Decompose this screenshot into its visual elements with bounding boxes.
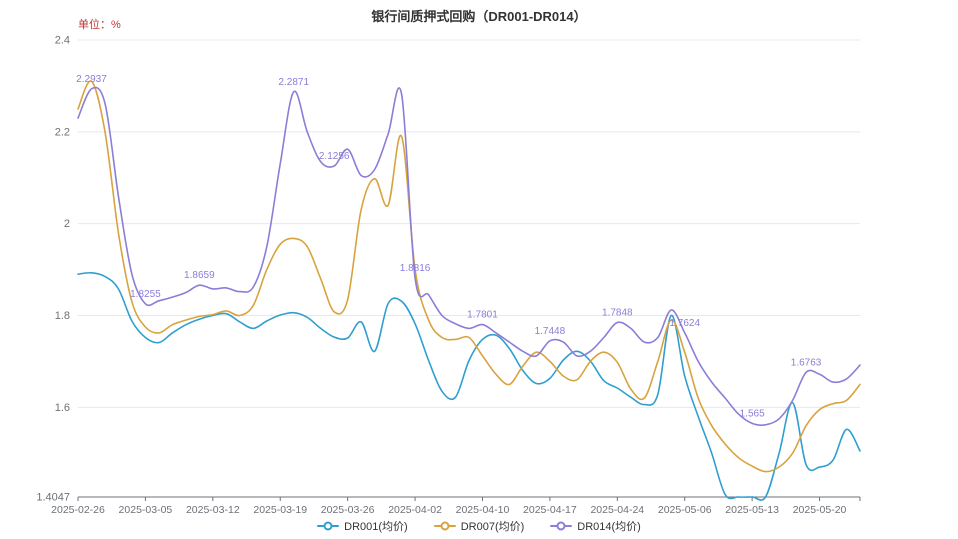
legend-item-dr001[interactable]: DR001(均价) (317, 518, 408, 534)
x-axis-tick-label: 2025-05-13 (725, 504, 779, 516)
legend-item-dr014[interactable]: DR014(均价) (550, 518, 641, 534)
point-value-label: 1.8816 (400, 263, 431, 274)
point-value-label: 1.565 (740, 408, 765, 419)
point-value-label: 1.7848 (602, 307, 633, 318)
point-value-label: 1.8255 (130, 289, 161, 300)
x-axis-tick-label: 2025-02-26 (51, 504, 105, 516)
series-line-dr001 (77, 271, 861, 501)
point-value-label: 1.8659 (184, 270, 215, 281)
y-axis-tick-label: 2 (64, 218, 70, 230)
line-series-icon (550, 521, 573, 531)
point-value-label: 1.7801 (467, 310, 498, 321)
line-series-icon (433, 521, 456, 531)
chart-title: 银行间质押式回购（DR001-DR014） (371, 9, 587, 24)
point-value-label: 2.2937 (76, 74, 107, 85)
unit-label: 单位：% (78, 19, 121, 31)
x-axis-tick-label: 2025-05-20 (793, 504, 847, 516)
y-axis-tick-label: 1.8 (55, 310, 70, 322)
y-axis-tick-label: 1.6 (55, 402, 70, 414)
y-axis-tick-label: 2.4 (55, 35, 70, 47)
line-series-icon (317, 521, 340, 531)
y-axis-tick-label: 2.2 (55, 126, 70, 138)
y-axis-tick-label: 1.4047 (36, 492, 70, 504)
series-line-dr014 (77, 86, 861, 426)
legend-label: DR014(均价) (577, 521, 641, 533)
legend-label: DR007(均价) (460, 521, 525, 533)
x-axis-tick-label: 2025-03-05 (119, 504, 173, 516)
x-axis-tick-label: 2025-03-26 (321, 504, 375, 516)
point-value-label: 2.1256 (319, 151, 350, 162)
x-axis-tick-label: 2025-05-06 (658, 504, 712, 516)
x-axis-tick-label: 2025-04-24 (590, 504, 644, 516)
legend-item-dr007[interactable]: DR007(均价) (433, 518, 525, 534)
point-value-label: 1.7624 (669, 318, 700, 329)
point-value-label: 1.6763 (791, 357, 822, 368)
x-axis-tick-label: 2025-03-12 (186, 504, 240, 516)
x-axis-tick-label: 2025-03-19 (253, 504, 307, 516)
point-value-label: 1.7448 (535, 326, 566, 337)
series-line-dr007 (77, 80, 861, 473)
x-axis-tick-label: 2025-04-02 (388, 504, 442, 516)
x-axis-tick-label: 2025-04-17 (523, 504, 577, 516)
point-value-label: 2.2871 (278, 77, 309, 88)
legend-label: DR001(均价) (344, 521, 408, 533)
x-axis-tick-label: 2025-04-10 (456, 504, 510, 516)
chart-legend: DR001(均价) DR007(均价) DR014(均价) (0, 518, 958, 534)
